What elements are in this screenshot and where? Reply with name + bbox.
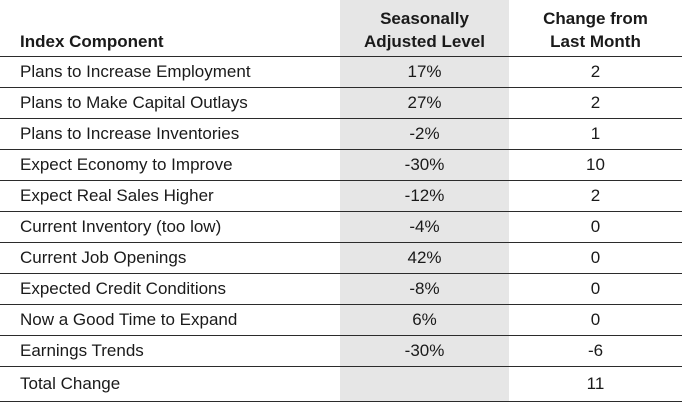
- total-change: 11: [509, 365, 682, 402]
- row-change: 2: [509, 55, 682, 87]
- row-change: 2: [509, 86, 682, 118]
- row-component: Expect Economy to Improve: [0, 148, 340, 180]
- row-level: 27%: [340, 86, 509, 118]
- row-level: 6%: [340, 303, 509, 335]
- table-row: Expect Economy to Improve -30% 10: [0, 148, 682, 180]
- row-component: Expected Credit Conditions: [0, 272, 340, 304]
- table-row: Plans to Increase Employment 17% 2: [0, 55, 682, 87]
- table-row: Plans to Make Capital Outlays 27% 2: [0, 86, 682, 118]
- row-level: -30%: [340, 148, 509, 180]
- table-row: Current Inventory (too low) -4% 0: [0, 210, 682, 242]
- row-component: Expect Real Sales Higher: [0, 179, 340, 211]
- total-level: [340, 365, 509, 402]
- table-row: Now a Good Time to Expand 6% 0: [0, 303, 682, 335]
- row-level: -8%: [340, 272, 509, 304]
- row-component: Current Inventory (too low): [0, 210, 340, 242]
- row-change: 0: [509, 303, 682, 335]
- table-row: Earnings Trends -30% -6: [0, 334, 682, 366]
- header-change-line2: Last Month: [550, 31, 641, 51]
- row-component: Plans to Increase Inventories: [0, 117, 340, 149]
- table-row: Plans to Increase Inventories -2% 1: [0, 117, 682, 149]
- row-change: 0: [509, 210, 682, 242]
- total-label: Total Change: [0, 365, 340, 402]
- header-seasonally-adjusted-level: Seasonally Adjusted Level: [340, 0, 509, 56]
- row-change: 10: [509, 148, 682, 180]
- header-change-from-last-month: Change from Last Month: [509, 0, 682, 56]
- header-level-line1: Seasonally: [380, 8, 469, 28]
- row-level: -2%: [340, 117, 509, 149]
- table-row: Expect Real Sales Higher -12% 2: [0, 179, 682, 211]
- row-change: 0: [509, 272, 682, 304]
- table-row: Current Job Openings 42% 0: [0, 241, 682, 273]
- row-component: Now a Good Time to Expand: [0, 303, 340, 335]
- row-change: 1: [509, 117, 682, 149]
- row-component: Plans to Make Capital Outlays: [0, 86, 340, 118]
- header-index-component: Index Component: [20, 31, 164, 51]
- table-row: Expected Credit Conditions -8% 0: [0, 272, 682, 304]
- row-level: 17%: [340, 55, 509, 87]
- header-row: Index Component Seasonally Adjusted Leve…: [0, 0, 682, 56]
- row-change: 0: [509, 241, 682, 273]
- total-row: Total Change 11: [0, 365, 682, 402]
- row-level: -4%: [340, 210, 509, 242]
- row-level: -12%: [340, 179, 509, 211]
- row-change: -6: [509, 334, 682, 366]
- row-level: 42%: [340, 241, 509, 273]
- header-change-line1: Change from: [543, 8, 648, 28]
- row-component: Earnings Trends: [0, 334, 340, 366]
- row-component: Current Job Openings: [0, 241, 340, 273]
- row-change: 2: [509, 179, 682, 211]
- row-level: -30%: [340, 334, 509, 366]
- header-level-line2: Adjusted Level: [364, 31, 485, 51]
- row-component: Plans to Increase Employment: [0, 55, 340, 87]
